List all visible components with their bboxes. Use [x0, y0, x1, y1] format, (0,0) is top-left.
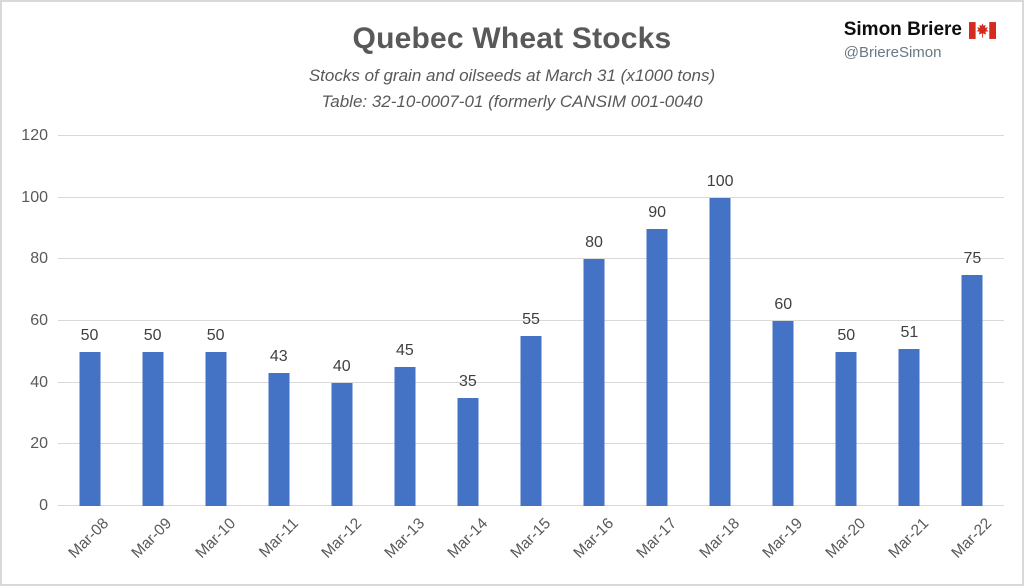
- x-axis-tick-label: Mar-18: [696, 515, 744, 562]
- x-axis-tick-label: Mar-12: [318, 515, 365, 562]
- bar: [961, 274, 983, 506]
- bar-column: 51 Mar-21: [878, 136, 941, 562]
- y-axis-tick-label: 120: [21, 127, 48, 144]
- bar-value-label: 43: [269, 348, 288, 366]
- bar-value-label: 50: [143, 326, 162, 344]
- bar-column: 40 Mar-12: [310, 136, 373, 562]
- bar-column: 60 Mar-19: [752, 136, 815, 562]
- bar: [646, 228, 668, 506]
- x-axis-tick-label: Mar-10: [191, 515, 239, 562]
- gridline: [58, 135, 1004, 136]
- bar-column: 43 Mar-11: [247, 136, 310, 561]
- bar-column: 75 Mar-22: [941, 136, 1004, 562]
- author-handle: @BriereSimon: [843, 44, 942, 61]
- bar-column: 50 Mar-08: [58, 136, 121, 562]
- bar-value-label: 60: [774, 296, 793, 313]
- bar-value-label: 55: [522, 311, 540, 329]
- bar-series: 50 Mar-08 50 Mar-09 50 Mar-10 43 Mar-11 40 Mar-12…: [58, 136, 1004, 562]
- bar: [583, 259, 605, 506]
- bar-value-label: 50: [837, 326, 856, 344]
- bar: [79, 351, 101, 506]
- bar-column: 50 Mar-10: [184, 136, 247, 562]
- x-axis-tick-label: Mar-09: [128, 515, 176, 562]
- bar-column: 90 Mar-17: [626, 136, 689, 562]
- bar: [898, 348, 920, 506]
- author-attribution: Simon Briere @BriereSimon: [844, 19, 996, 61]
- y-axis-tick-label: 40: [30, 373, 48, 391]
- plot-area: 50 Mar-08 50 Mar-09 50 Mar-10 43 Mar-11 40 Mar-12…: [58, 135, 1004, 562]
- bar: [835, 351, 857, 506]
- author-name: Simon Briere: [843, 19, 962, 40]
- bar-column: 55 Mar-15: [499, 136, 562, 561]
- bar-value-label: 45: [395, 342, 414, 360]
- chart-source-note: Table: 32-10-0007-01 (formerly CANSIM 00…: [321, 92, 703, 111]
- bar-value-label: 80: [585, 234, 603, 252]
- y-axis-tick-label: 100: [21, 188, 48, 206]
- bar: [205, 351, 227, 506]
- gridline: [58, 258, 1004, 260]
- bar: [142, 351, 164, 506]
- bar-value-label: 40: [332, 357, 351, 375]
- gridline: [58, 196, 1004, 198]
- bar-column: 50 Mar-20: [815, 136, 878, 562]
- y-axis-tick-label: 60: [30, 312, 48, 329]
- canada-flag-icon: [969, 21, 996, 39]
- bar-column: 50 Mar-09: [121, 136, 184, 562]
- gridline: [58, 320, 1004, 321]
- bar: [394, 367, 416, 506]
- x-axis-tick-label: Mar-15: [507, 515, 554, 562]
- bar-value-label: 100: [706, 172, 734, 190]
- y-axis-tick-label: 80: [30, 250, 48, 268]
- bar-column: 35 Mar-14: [436, 136, 499, 562]
- x-axis-tick-label: Mar-14: [444, 515, 491, 562]
- bar-value-label: 35: [459, 373, 477, 391]
- bar: [520, 336, 542, 506]
- bar-value-label: 50: [206, 326, 225, 344]
- bar: [709, 197, 731, 506]
- bar: [457, 398, 479, 506]
- x-axis-tick-label: Mar-20: [822, 515, 870, 562]
- bar-column: 45 Mar-13: [373, 136, 436, 561]
- x-axis-tick-label: Mar-11: [255, 515, 302, 561]
- x-axis-tick-label: Mar-17: [633, 515, 681, 562]
- bar-column: 80 Mar-16: [563, 136, 626, 561]
- bar: [331, 382, 353, 506]
- x-axis-tick-label: Mar-13: [381, 515, 428, 562]
- bar: [772, 321, 794, 506]
- x-axis-tick-label: Mar-08: [65, 515, 113, 562]
- y-axis-tick-label: 20: [30, 435, 48, 453]
- x-axis-tick-label: Mar-16: [570, 515, 618, 562]
- chart-title: Quebec Wheat Stocks: [352, 22, 672, 55]
- x-axis-tick-label: Mar-19: [759, 515, 807, 562]
- x-axis-tick-label: Mar-21: [885, 515, 933, 562]
- bar-value-label: 51: [900, 323, 919, 341]
- bar-column: 100 Mar-18: [689, 136, 752, 562]
- x-axis-tick-label: Mar-22: [948, 515, 996, 562]
- bar: [268, 373, 290, 506]
- bar-value-label: 75: [963, 249, 982, 267]
- chart-subtitle: Stocks of grain and oilseeds at March 31…: [308, 66, 716, 85]
- y-axis-tick-label: 0: [39, 497, 48, 514]
- bar-value-label: 90: [648, 203, 666, 221]
- bar-value-label: 50: [80, 326, 99, 344]
